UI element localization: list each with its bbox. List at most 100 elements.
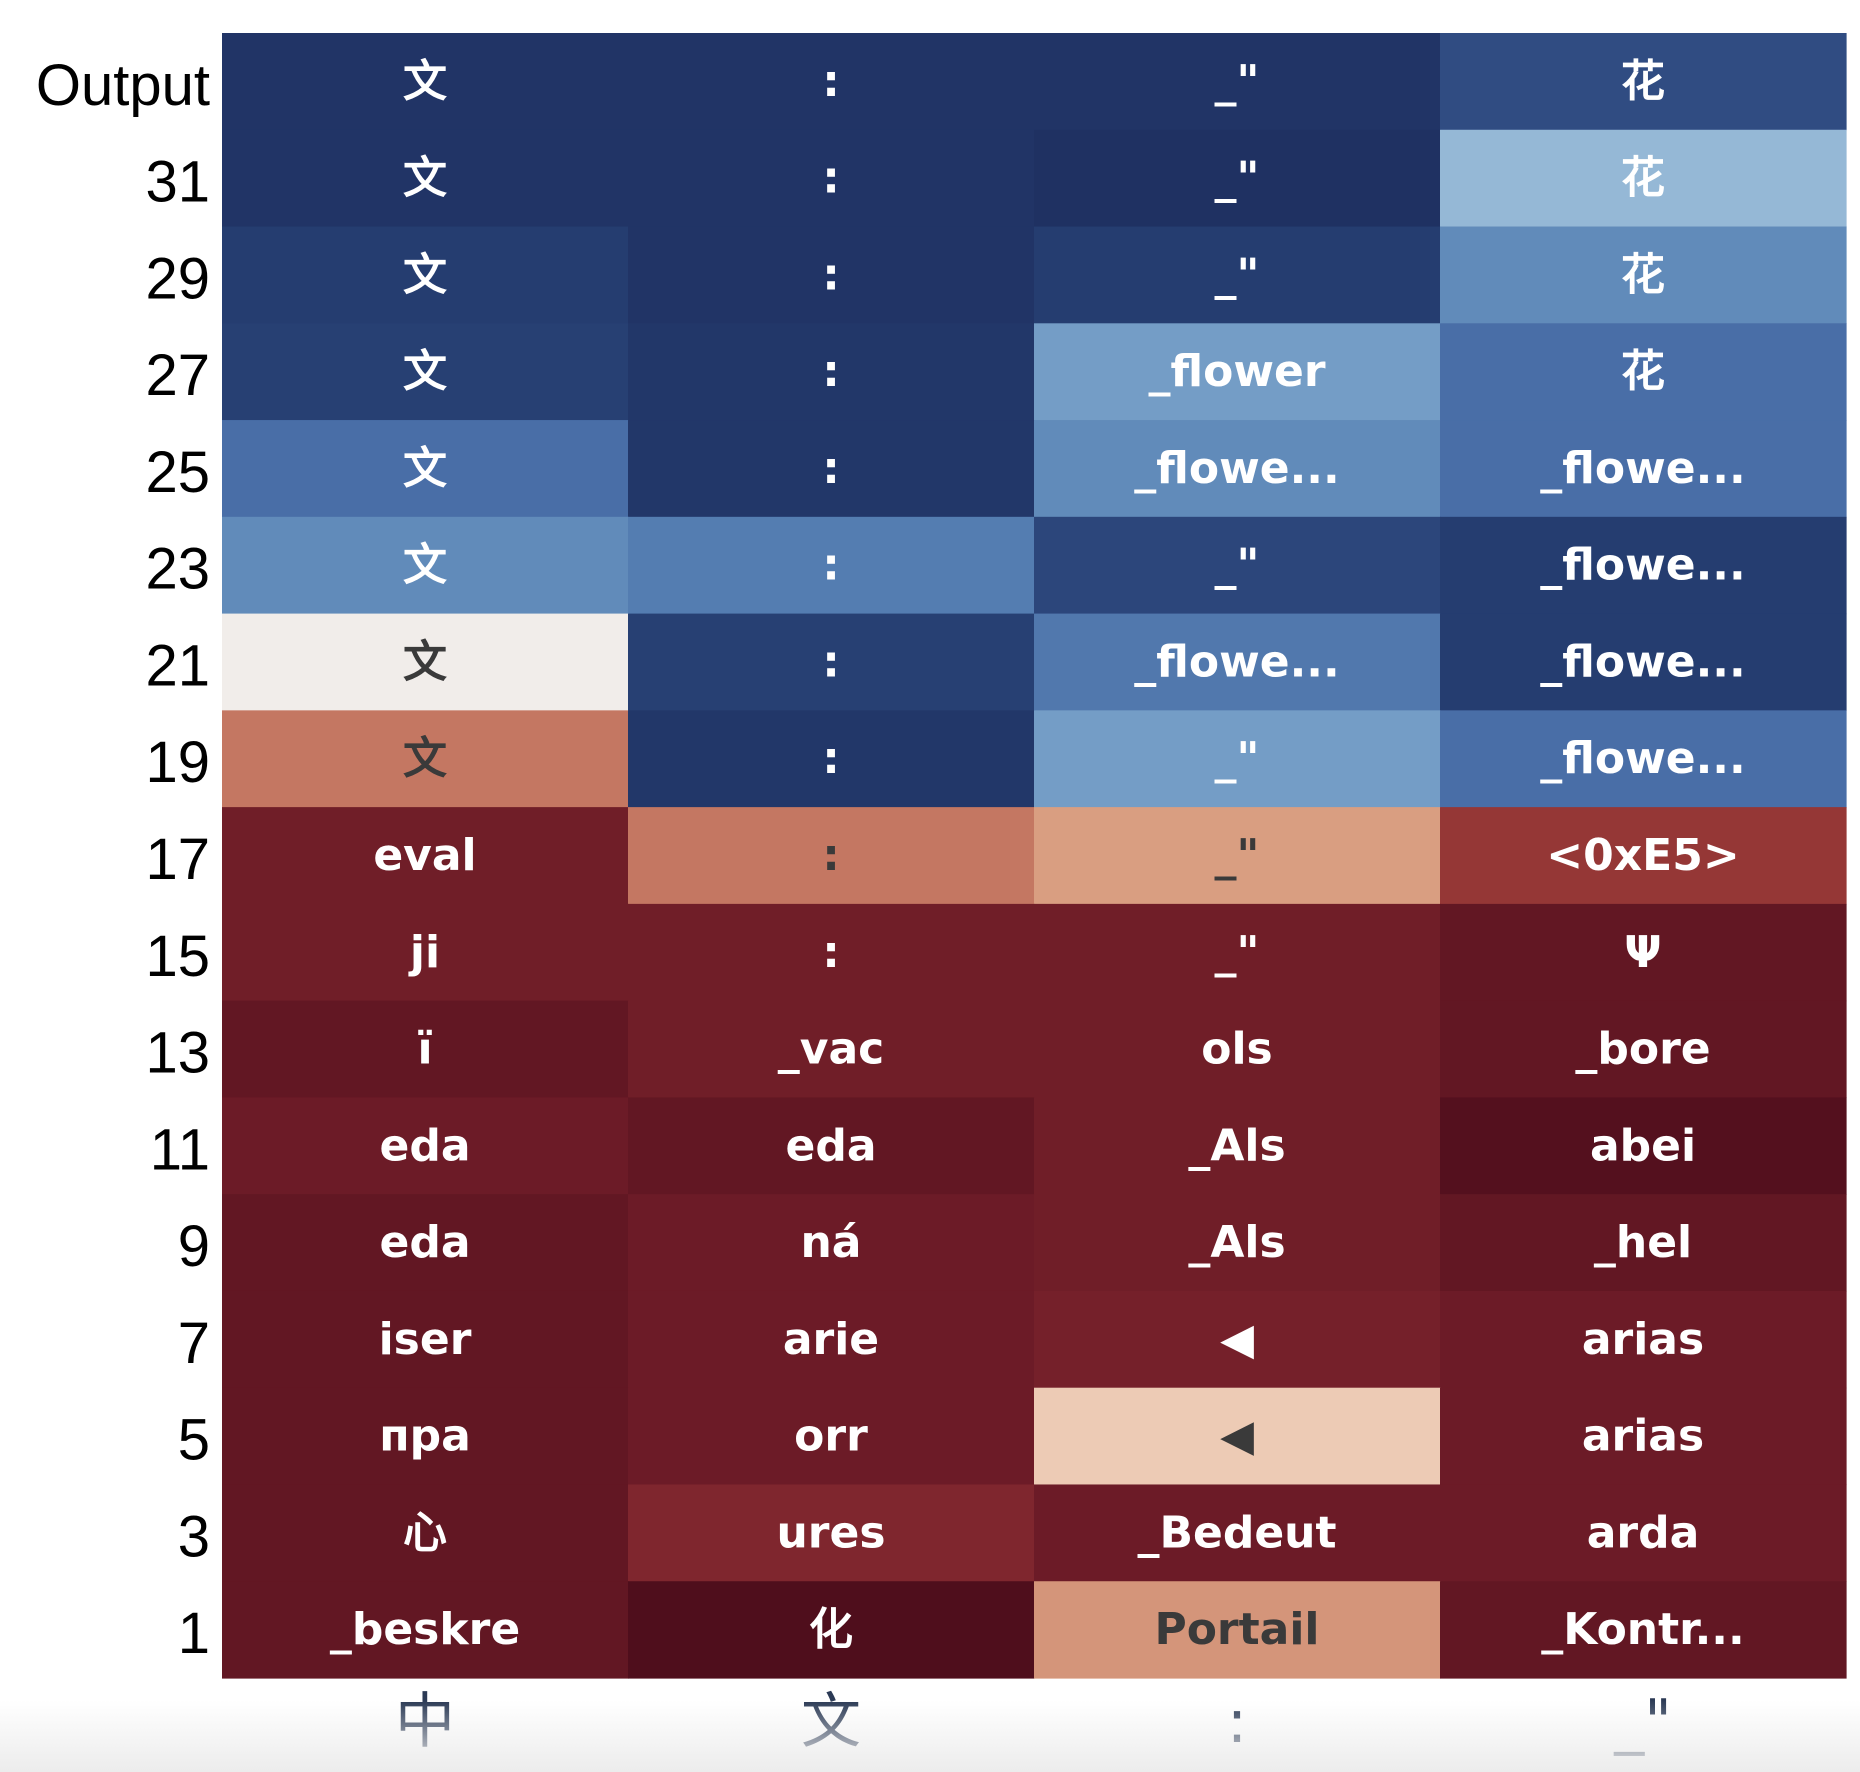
heatmap-cell-fill [1440, 129, 1847, 228]
heatmap-cell-token: 花 [1621, 56, 1665, 107]
heatmap-cell-token: ná [800, 1217, 861, 1268]
heatmap-cell-fill [222, 226, 629, 324]
heatmap-cell-token: 文 [403, 636, 447, 687]
heatmap-cell-fill [222, 420, 629, 518]
heatmap-cell-token: _flowe... [1134, 636, 1339, 687]
y-axis-tick-label: 23 [145, 537, 210, 602]
heatmap-cell: пpa [222, 1387, 629, 1486]
heatmap-cell: _flowe... [1440, 710, 1847, 808]
heatmap-cell-fill [1034, 807, 1441, 905]
heatmap-cell: 文 [222, 613, 629, 711]
heatmap-cell-fill [1440, 807, 1847, 905]
heatmap-cell: Portail [1034, 1581, 1441, 1679]
heatmap-cell-token: _flowe... [1134, 443, 1339, 494]
heatmap-cell: : [628, 807, 1035, 905]
y-axis-tick-label: Output [36, 53, 210, 118]
heatmap-cell-token: ï [417, 1024, 432, 1075]
heatmap-cell-fill [222, 1194, 629, 1292]
heatmap-cell-fill [1034, 1000, 1441, 1099]
heatmap-cell-token: arda [1587, 1507, 1700, 1558]
y-axis-tick-label: 13 [145, 1021, 210, 1086]
heatmap-cell-token: : [822, 443, 840, 494]
heatmap-cell: _" [1034, 33, 1441, 131]
heatmap-cell: abei [1440, 1097, 1847, 1195]
heatmap-cell: _" [1034, 129, 1441, 228]
heatmap-cell-token: _" [1215, 249, 1260, 300]
heatmap-cell-fill [1440, 1194, 1847, 1292]
heatmap-cell-token: 文 [403, 56, 447, 107]
heatmap-cell-token: : [822, 249, 840, 300]
heatmap-cell-token: 文 [403, 249, 447, 300]
heatmap-cell-fill [628, 710, 1035, 808]
heatmap-cell: _Als [1034, 1097, 1441, 1195]
heatmap-cell-token: _flowe... [1540, 733, 1745, 784]
heatmap-cell-fill [628, 807, 1035, 905]
heatmap-cell-token: iser [379, 1314, 472, 1365]
heatmap-cell-token: _Als [1188, 1120, 1285, 1171]
heatmap-cell-token: ji [408, 927, 440, 978]
heatmap-cell: 文 [222, 226, 629, 324]
heatmap-cell: _" [1034, 903, 1441, 1002]
heatmap-cell-token: _hel [1594, 1217, 1692, 1268]
heatmap-cell: eval [222, 807, 629, 905]
heatmap-cell: eda [628, 1097, 1035, 1195]
heatmap-cell-fill [1440, 323, 1847, 421]
heatmap-cell-token: ◀ [1220, 1411, 1254, 1462]
heatmap-cell-token: 花 [1621, 346, 1665, 397]
heatmap-cell-token: 文 [403, 733, 447, 784]
heatmap-cell: _flower [1034, 323, 1441, 421]
heatmap-cell-fill [628, 1000, 1035, 1099]
heatmap-cell-fill [628, 33, 1035, 131]
heatmap-cell-fill [628, 516, 1035, 615]
heatmap-cell-fill [628, 1484, 1035, 1582]
heatmap-cell-token: _Bedeut [1137, 1507, 1336, 1558]
heatmap-cell: : [628, 226, 1035, 324]
heatmap-cell: _flowe... [1440, 613, 1847, 711]
heatmap-cell-fill [1034, 33, 1441, 131]
heatmap-cell: 文 [222, 710, 629, 808]
heatmap-cell-fill [628, 1194, 1035, 1292]
heatmap-cell-token: _bore [1575, 1024, 1710, 1075]
heatmap-cell: ols [1034, 1000, 1441, 1099]
heatmap-cell-fill [1034, 903, 1441, 1002]
heatmap-cell: 文 [222, 420, 629, 518]
heatmap-cell-fill [1440, 710, 1847, 808]
heatmap-cell-fill [1440, 1484, 1847, 1582]
heatmap-cell: 文 [222, 516, 629, 615]
heatmap-cell: 文 [222, 129, 629, 228]
heatmap-cell-fill [628, 420, 1035, 518]
heatmap-cell-token: orr [794, 1411, 868, 1462]
heatmap-cell: 花 [1440, 33, 1847, 131]
heatmap-cell: <0xE5> [1440, 807, 1847, 905]
heatmap-cell: arias [1440, 1387, 1847, 1486]
heatmap-cell-fill [222, 807, 629, 905]
y-axis-tick-label: 5 [178, 1408, 210, 1473]
heatmap-cell-token: eda [379, 1217, 470, 1268]
heatmap-cell-fill [628, 1290, 1035, 1389]
heatmap-cell-fill [1034, 1194, 1441, 1292]
heatmap-cell: 花 [1440, 129, 1847, 228]
heatmap-cell-fill [628, 129, 1035, 228]
heatmap-cell-fill [1440, 1581, 1847, 1679]
heatmap-cell: 花 [1440, 226, 1847, 324]
heatmap-cell-token: <0xE5> [1546, 830, 1739, 881]
heatmap-cell-fill [222, 710, 629, 808]
heatmap-cell: _vac [628, 1000, 1035, 1099]
heatmap-cell: : [628, 903, 1035, 1002]
heatmap-cell-token: ◀ [1220, 1314, 1254, 1365]
heatmap-cell-token: пpa [379, 1411, 471, 1462]
heatmap-cell-token: _" [1215, 56, 1260, 107]
heatmap-cell-token: : [822, 830, 840, 881]
heatmap-cell: arias [1440, 1290, 1847, 1389]
y-axis-tick-label: 15 [145, 924, 210, 989]
heatmap-cell: _Als [1034, 1194, 1441, 1292]
heatmap-cell: : [628, 323, 1035, 421]
y-axis-tick-label: 7 [178, 1311, 210, 1376]
heatmap-cell-fill [1440, 516, 1847, 615]
heatmap-cell-token: Portail [1154, 1604, 1319, 1655]
heatmap-cell: 化 [628, 1581, 1035, 1679]
heatmap-cell-token: : [822, 927, 840, 978]
y-axis-tick-label: 17 [145, 827, 210, 892]
bottom-fade-shadow [0, 1700, 1860, 1772]
